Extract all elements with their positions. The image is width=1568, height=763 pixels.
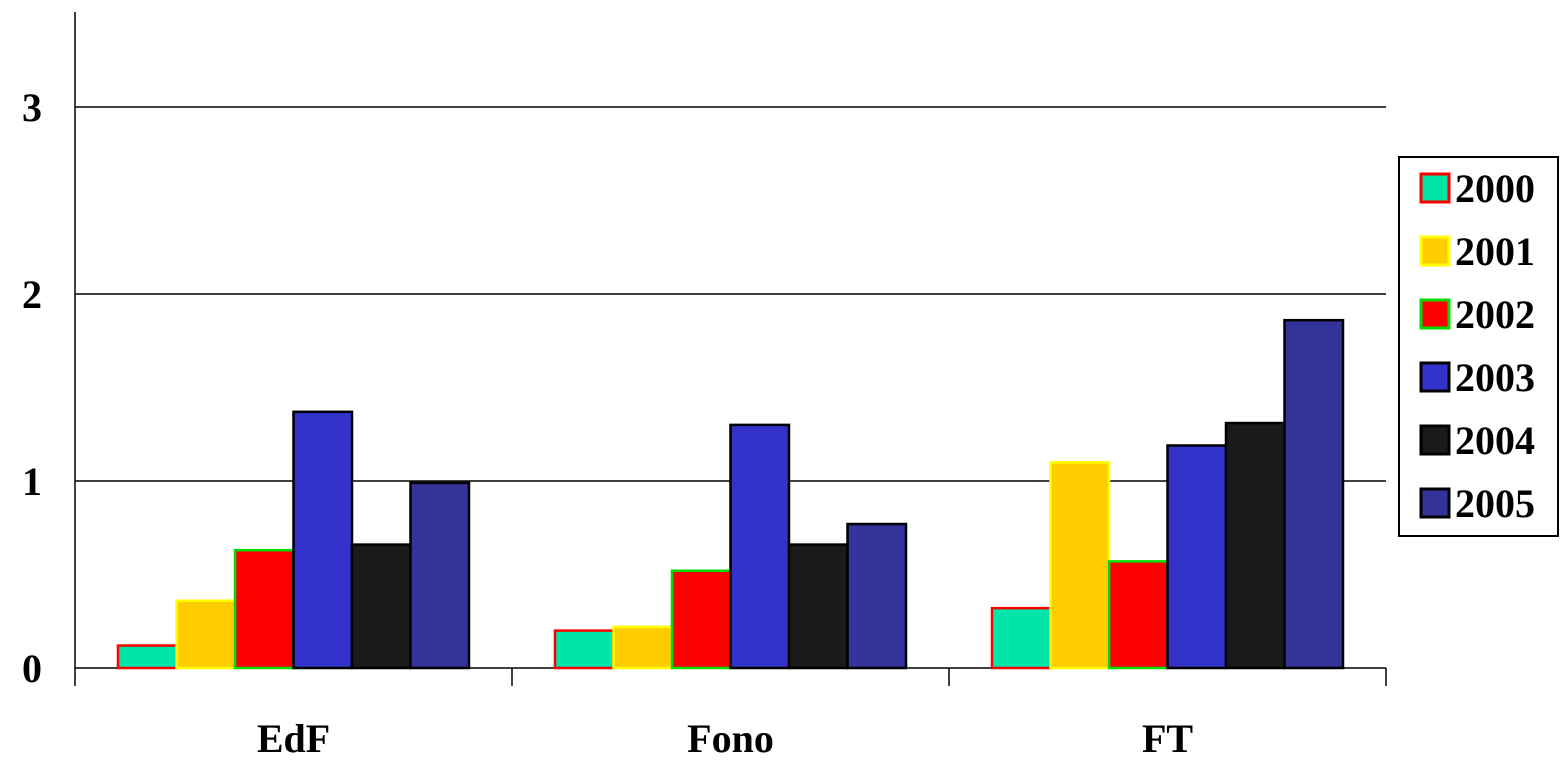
bar-edf-2004 — [350, 543, 412, 670]
legend-swatch-2003 — [1419, 361, 1451, 393]
y-tick-label: 2 — [22, 272, 42, 317]
legend-swatch-2000 — [1419, 172, 1451, 204]
bar-edf-2001 — [175, 599, 237, 670]
x-tick-label: FT — [1142, 716, 1193, 761]
bar-edf-2003 — [292, 410, 354, 670]
x-tick-label: EdF — [257, 716, 330, 761]
bar-fono-2001 — [612, 625, 674, 670]
bar-edf-2002 — [233, 548, 295, 670]
y-tick-label: 1 — [22, 459, 42, 504]
legend-label-2000: 2000 — [1455, 166, 1535, 211]
bar-ft-2005 — [1283, 318, 1345, 670]
legend-swatch-2005 — [1419, 487, 1451, 519]
bar-ft-2003 — [1166, 444, 1228, 670]
bars — [116, 318, 1345, 670]
bar-edf-2000 — [116, 644, 178, 670]
bar-fono-2002 — [670, 569, 732, 670]
legend-label-2002: 2002 — [1455, 292, 1535, 337]
bar-fono-2000 — [553, 629, 615, 670]
bar-ft-2000 — [990, 606, 1052, 670]
legend-label-2003: 2003 — [1455, 355, 1535, 400]
bar-fono-2005 — [846, 522, 908, 670]
bar-edf-2005 — [409, 481, 471, 670]
bar-ft-2001 — [1049, 461, 1111, 670]
bar-fono-2004 — [787, 543, 849, 670]
legend-label-2001: 2001 — [1455, 229, 1535, 274]
legend-swatch-2001 — [1419, 235, 1451, 267]
y-tick-label: 3 — [22, 85, 42, 130]
y-tick-label: 0 — [22, 646, 42, 691]
x-tick-label: Fono — [687, 716, 774, 761]
legend-swatch-2002 — [1419, 298, 1451, 330]
y-axis-ticks: 0 1 2 3 — [22, 85, 42, 691]
x-axis-ticks: EdF Fono FT — [257, 716, 1194, 761]
bar-ft-2002 — [1107, 560, 1169, 670]
legend-swatch-2004 — [1419, 424, 1451, 456]
legend-label-2004: 2004 — [1455, 418, 1535, 463]
bar-fono-2003 — [729, 423, 791, 670]
bar-ft-2004 — [1224, 421, 1286, 670]
legend: 2000 2001 2002 2003 2004 2005 — [1398, 156, 1559, 537]
legend-label-2005: 2005 — [1455, 481, 1535, 526]
legend-box — [1398, 156, 1559, 537]
